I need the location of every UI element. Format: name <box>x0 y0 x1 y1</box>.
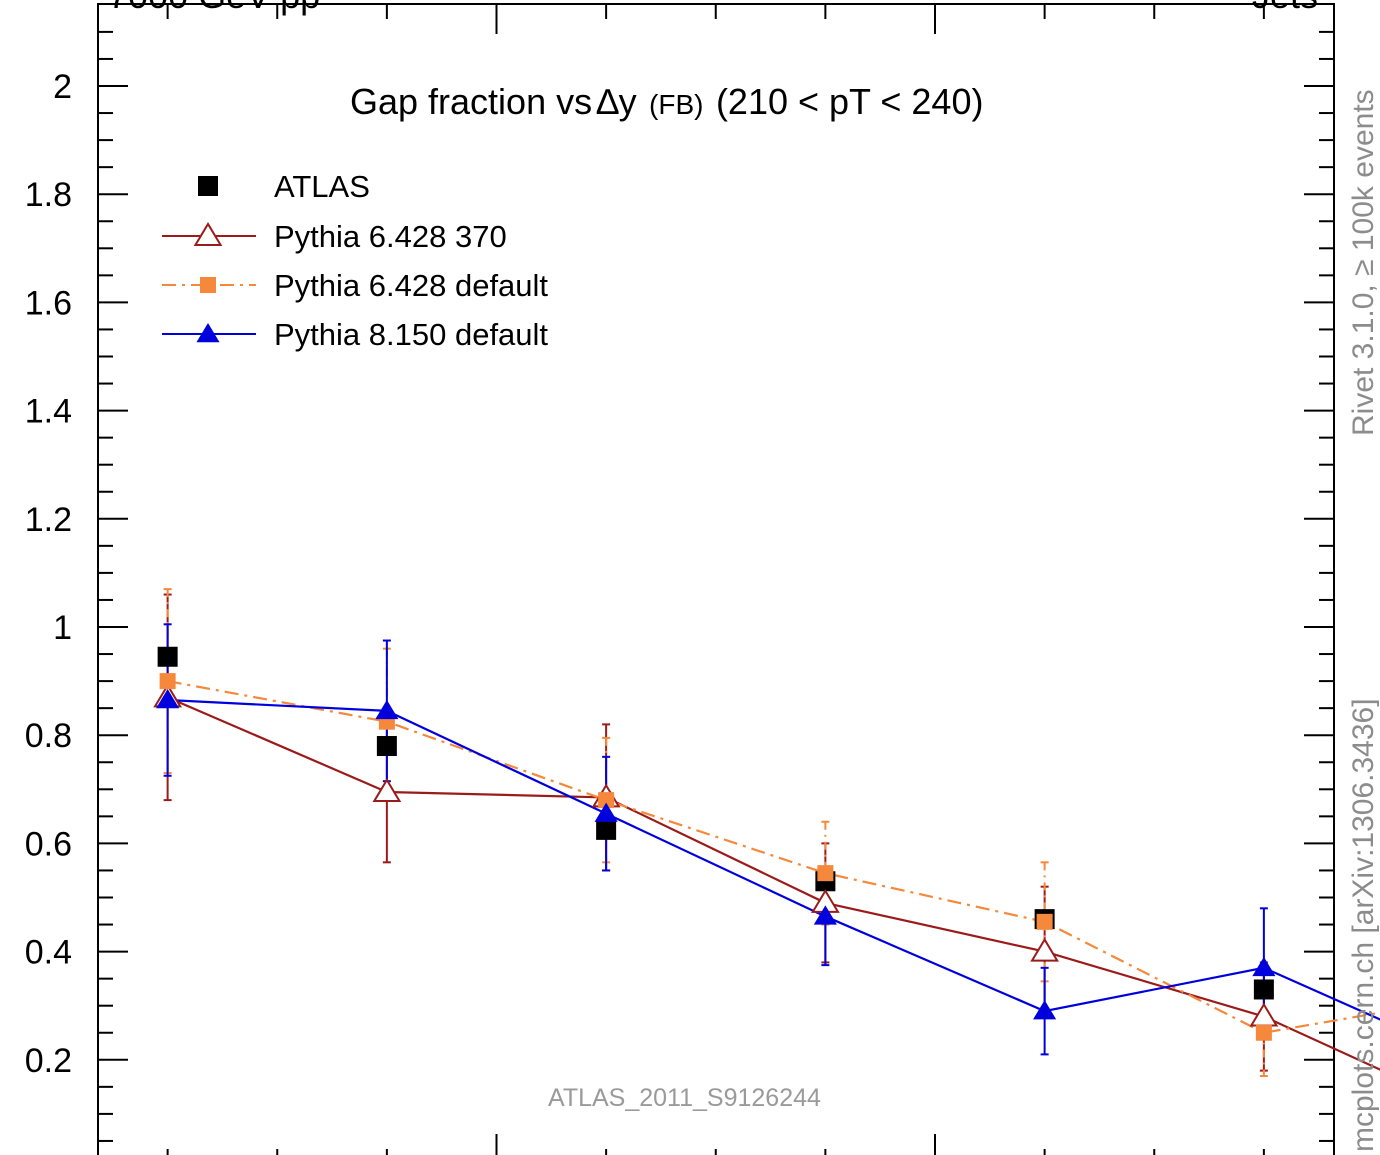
legend: ATLAS Pythia 6.428 370 Pythia 6.428 defaul… <box>162 169 548 352</box>
legend-label: Pythia 8.150 default <box>274 317 548 352</box>
analysis-watermark: ATLAS_2011_S9126244 <box>548 1084 821 1112</box>
y-tick-label: 1 <box>53 609 72 647</box>
data-point <box>598 792 615 809</box>
legend-label: ATLAS <box>274 169 370 204</box>
series-lines-layer <box>167 680 1380 1071</box>
data-point <box>813 905 837 925</box>
markers-layer <box>153 646 1279 1041</box>
chart-title: Gap fraction vs ∆y (FB) (210 < pT < 240) <box>350 81 983 122</box>
data-point <box>594 802 618 822</box>
legend-label: Pythia 6.428 370 <box>274 219 507 254</box>
legend-label: Pythia 6.428 default <box>274 268 548 303</box>
y-tick-label: 0.6 <box>25 825 72 863</box>
chart-title-delta: ∆y <box>597 81 637 122</box>
y-tick-label: 1.4 <box>25 393 72 431</box>
data-point <box>817 865 834 882</box>
y-tick-label: 1.2 <box>25 501 72 539</box>
data-point <box>375 699 399 720</box>
header-left-text: 7000 GeV pp <box>108 0 320 16</box>
data-point-atlas <box>596 819 617 840</box>
header-right-text: Jets <box>1252 0 1318 16</box>
data-point <box>1252 956 1276 977</box>
y-tick-label: 2 <box>53 68 72 106</box>
series-line <box>167 698 1380 1021</box>
legend-marker <box>193 222 223 246</box>
data-point-atlas <box>1253 979 1274 1000</box>
y-tick-label-zero: 0 <box>53 1150 72 1155</box>
legend-marker <box>196 323 220 343</box>
data-point <box>1030 937 1059 962</box>
chart-title-main: Gap fraction vs <box>350 81 592 122</box>
y-tick-label: 0.4 <box>25 934 72 972</box>
y-tick-label: 0.8 <box>25 717 72 755</box>
series-line <box>167 696 1380 1071</box>
error-bars-layer <box>163 588 1268 1078</box>
y-tick-label: 0.2 <box>25 1042 72 1080</box>
data-point <box>1255 1024 1272 1041</box>
data-point <box>372 778 402 803</box>
data-point <box>1036 913 1053 930</box>
y-tick-label: 1.6 <box>25 284 72 322</box>
side-label-mcplots: mcplots.cern.ch [arXiv:1306.3436] <box>1347 698 1380 1152</box>
axis-layer: 0.2 0.4 0.6 0.8 1 1.2 1.4 1.6 1.8 2 0 <box>25 4 1334 1155</box>
y-tick-label: 1.8 <box>25 176 72 214</box>
legend-marker <box>198 176 218 196</box>
data-point-atlas <box>157 646 178 667</box>
data-point-atlas <box>376 736 397 757</box>
side-label-rivet: Rivet 3.1.0, ≥ 100k events <box>1347 89 1380 436</box>
legend-marker <box>200 277 216 293</box>
data-point <box>159 673 176 690</box>
data-point <box>156 689 180 709</box>
chart-title-range: (210 < pT < 240) <box>716 81 984 122</box>
chart-title-small: (FB) <box>649 89 703 120</box>
data-point <box>1033 1000 1057 1020</box>
